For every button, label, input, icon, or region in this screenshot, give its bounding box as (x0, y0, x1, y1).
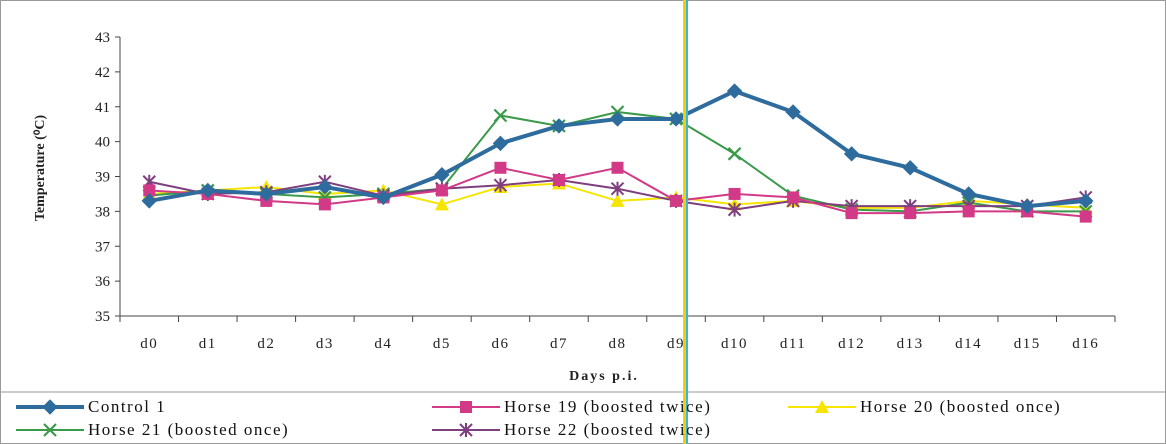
legend-swatch (16, 399, 84, 415)
legend-marker (460, 401, 472, 413)
data-point (670, 194, 683, 207)
data-point (785, 104, 801, 120)
x-tick-label: d5 (433, 336, 451, 352)
data-point (728, 187, 741, 200)
data-point (902, 160, 918, 176)
data-point (610, 181, 625, 196)
data-point (551, 118, 567, 134)
y-tick-label: 35 (95, 309, 110, 325)
x-tick-label: d9 (667, 336, 685, 352)
x-tick-label: d0 (140, 336, 158, 352)
y-axis-title: Temperature (⁰C) (33, 115, 48, 222)
x-tick-label: d10 (721, 336, 748, 352)
y-tick-label: 37 (95, 239, 111, 255)
legend-marker (42, 399, 58, 415)
y-tick-label: 40 (95, 135, 110, 151)
data-point (493, 178, 508, 193)
data-point (317, 179, 333, 195)
data-point (610, 193, 625, 207)
x-tick-label: d12 (838, 336, 865, 352)
x-tick-label: d13 (897, 336, 924, 352)
legend-swatch (788, 400, 856, 413)
legend-item: Control 1 (14, 396, 166, 418)
y-tick-label: 42 (95, 65, 110, 81)
legend-label: Control 1 (88, 397, 167, 416)
data-point (904, 207, 917, 220)
x-tick-label: d6 (491, 336, 509, 352)
x-axis-title: Days p.i. (569, 369, 639, 384)
x-tick-label: d1 (199, 336, 217, 352)
legend-swatch (432, 423, 500, 437)
series-layer (141, 83, 1094, 223)
legend-marker (43, 423, 57, 437)
x-tick-label: d15 (1014, 336, 1041, 352)
x-axis: d0 d1 d2 d3 d4 d5 d6 d7 d8 d9 d10 d11 d12 d13 d14 d15 d1… (119, 315, 1116, 352)
legend-marker (459, 423, 473, 437)
legend-item: Horse 22 (boosted twice) (430, 419, 711, 441)
legend-swatch (16, 423, 84, 437)
legend-item: Horse 19 (boosted twice) (430, 396, 711, 418)
y-tick-label: 43 (95, 30, 110, 46)
data-point (493, 108, 508, 123)
data-point (727, 202, 742, 217)
data-point (845, 207, 858, 220)
legend-item: Horse 20 (boosted once) (786, 396, 1061, 418)
y-tick-label: 36 (95, 274, 111, 290)
data-point (843, 146, 860, 162)
y-tick-label: 38 (95, 204, 110, 220)
legend-label: Horse 21 (boosted once) (88, 420, 290, 439)
x-tick-label: d4 (374, 336, 392, 352)
data-point (727, 147, 742, 161)
data-point (1078, 193, 1094, 209)
data-point (200, 182, 216, 199)
data-point (611, 161, 624, 174)
data-point (434, 197, 449, 211)
data-point (434, 167, 450, 183)
y-tick-label: 41 (95, 100, 110, 116)
data-point (492, 135, 509, 152)
data-point (1019, 198, 1035, 214)
legend-swatch (432, 401, 500, 413)
data-point (258, 186, 275, 202)
x-tick-label: d14 (955, 336, 982, 352)
data-point (1079, 210, 1092, 223)
data-point (787, 191, 800, 204)
y-tick-label: 39 (95, 170, 110, 186)
y-axis: 35 36 37 38 39 40 41 42 43 (95, 30, 121, 325)
data-point (552, 173, 565, 186)
data-point (435, 184, 448, 197)
data-point (143, 184, 156, 197)
legend-label: Horse 19 (boosted twice) (504, 397, 712, 416)
x-tick-label: d2 (257, 336, 275, 352)
legend-marker (815, 400, 829, 413)
legend-label: Horse 22 (boosted twice) (504, 420, 712, 439)
data-point (960, 186, 977, 202)
x-tick-label: d8 (609, 336, 627, 352)
legend-label: Horse 20 (boosted once) (860, 397, 1062, 416)
x-tick-label: d11 (780, 336, 806, 352)
series-control-1 (141, 83, 1094, 214)
x-tick-label: d7 (550, 336, 568, 352)
data-point (375, 189, 392, 206)
data-point (726, 83, 743, 99)
data-point (141, 193, 157, 209)
data-point (318, 198, 331, 211)
data-point (962, 205, 975, 218)
legend: Control 1 Horse 19 (boosted twice) Horse 2… (0, 392, 1166, 444)
data-point (668, 111, 684, 127)
x-tick-label: d16 (1072, 336, 1099, 352)
data-point (609, 111, 626, 127)
legend-item: Horse 21 (boosted once) (14, 419, 289, 441)
data-point (494, 161, 507, 174)
x-tick-label: d3 (316, 336, 334, 352)
